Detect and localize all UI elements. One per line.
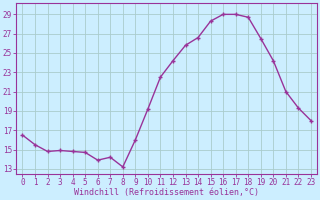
X-axis label: Windchill (Refroidissement éolien,°C): Windchill (Refroidissement éolien,°C): [74, 188, 259, 197]
